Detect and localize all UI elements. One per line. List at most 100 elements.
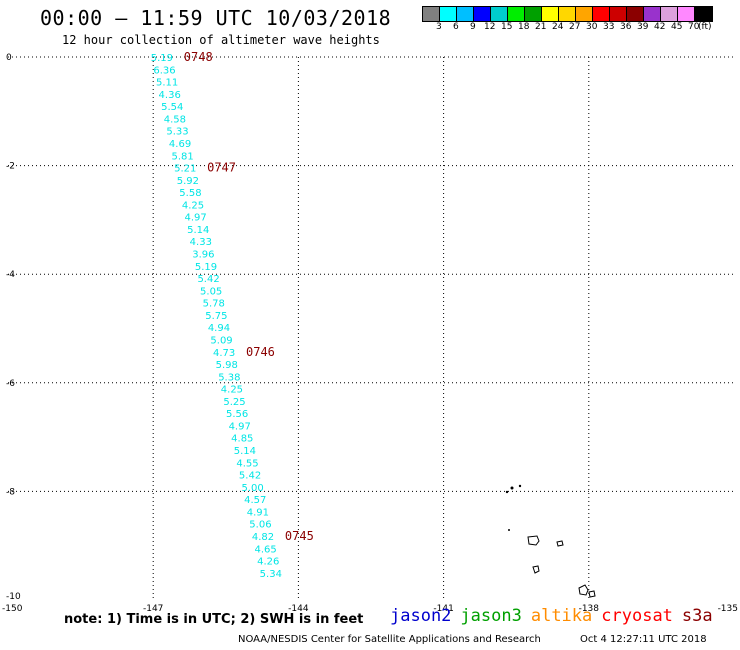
wave-height-label: 4.55	[236, 458, 258, 469]
wave-height-label: 5.25	[223, 397, 245, 408]
wave-height-label: 5.33	[166, 127, 188, 138]
lon-corner-right-label: -135	[718, 604, 738, 614]
time-labels: 0748 0747 0746 0745	[184, 50, 314, 543]
lat-tick-label: -6	[6, 379, 15, 389]
satellite-name: altika	[530, 606, 593, 626]
color-scale-label: 39	[637, 22, 649, 32]
axis-labels: 0 -2 -4 -6 -8 -10 -147 -144 -141 -138 -150 -135	[2, 53, 738, 614]
color-swatch	[440, 7, 457, 21]
lat-tick-label: -2	[6, 162, 15, 172]
color-scale-label: 9	[470, 22, 476, 32]
color-scale-label: 24	[552, 22, 564, 32]
color-swatch	[423, 7, 440, 21]
satellite-legend: jason2 jason3 altika cryosat s3a	[390, 606, 722, 626]
wave-height-label: 4.65	[254, 544, 276, 555]
wave-height-label: 4.91	[247, 507, 269, 518]
wave-height-label: 5.42	[197, 274, 219, 285]
color-scale-label: 42	[654, 22, 666, 32]
color-swatch	[610, 7, 627, 21]
wave-height-label: 4.36	[159, 90, 181, 101]
wave-height-label: 4.25	[221, 385, 243, 396]
lon-tick-label: -141	[433, 604, 453, 614]
island	[578, 584, 589, 596]
color-scale-label: 27	[569, 22, 581, 32]
footer-credit: NOAA/NESDIS Center for Satellite Applica…	[238, 634, 541, 645]
wave-height-label: 4.26	[257, 557, 279, 568]
wave-height-label: 6.36	[153, 65, 175, 76]
color-swatch	[525, 7, 542, 21]
color-swatch	[627, 7, 644, 21]
island	[510, 486, 514, 490]
color-swatch	[491, 7, 508, 21]
color-scale-label: 70	[688, 22, 700, 32]
satellite-name: cryosat	[601, 606, 673, 626]
lon-tick-label: -147	[143, 604, 163, 614]
color-scale-label: 12	[484, 22, 496, 32]
lat-tick-label: -4	[6, 270, 15, 280]
wave-height-label: 5.06	[249, 520, 271, 531]
color-scale-label: 30	[586, 22, 598, 32]
wave-height-label: 5.56	[226, 409, 248, 420]
islands	[505, 484, 596, 598]
wave-height-label: 5.54	[161, 102, 183, 113]
island	[532, 565, 540, 574]
wave-height-label: 5.38	[218, 372, 240, 383]
wave-height-label: 4.57	[244, 495, 266, 506]
satellite-name: s3a	[681, 606, 713, 626]
footer-timestamp: Oct 4 12:27:11 UTC 2018	[580, 634, 707, 645]
lon-tick-label: -138	[579, 604, 600, 614]
wave-height-label: 4.73	[213, 348, 235, 359]
time-label: 0746	[246, 345, 275, 359]
color-scale-label: 3	[436, 22, 442, 32]
island	[527, 535, 540, 546]
wave-height-label: 4.97	[229, 421, 251, 432]
wave-height-label: 5.42	[239, 471, 261, 482]
wave-height-label: 5.75	[205, 311, 227, 322]
wave-height-label: 4.94	[208, 323, 230, 334]
lat-tick-label: 0	[6, 53, 12, 63]
color-swatch	[542, 7, 559, 21]
wave-height-label: 5.11	[156, 78, 178, 89]
wave-height-label: 5.34	[260, 569, 282, 580]
color-swatch	[576, 7, 593, 21]
wave-height-label: 5.14	[187, 225, 209, 236]
wave-height-label: 5.19	[195, 262, 217, 273]
color-swatch	[644, 7, 661, 21]
color-scale-label: 15	[501, 22, 513, 32]
island	[518, 484, 522, 488]
color-swatch	[593, 7, 610, 21]
satellite-track: 5.196.365.114.365.544.585.334.695.815.21…	[151, 53, 282, 580]
wave-height-label: 5.92	[177, 176, 199, 187]
island	[556, 540, 564, 547]
color-scale-label: 36	[620, 22, 632, 32]
wave-height-label: 3.96	[192, 250, 214, 261]
lat-tick-label: -8	[6, 487, 15, 497]
color-scale-label: 6	[453, 22, 459, 32]
color-swatch	[474, 7, 491, 21]
wave-height-label: 5.00	[242, 483, 264, 494]
color-scale-unit: (ft)	[698, 22, 712, 32]
wave-height-label: 5.09	[210, 335, 232, 346]
wave-height-label: 5.21	[174, 164, 196, 175]
wave-height-label: 4.82	[252, 532, 274, 543]
wave-height-label: 5.81	[172, 151, 194, 162]
page-title: 00:00 – 11:59 UTC 10/03/2018	[40, 6, 392, 30]
lat-tick-label: -10	[6, 592, 21, 602]
wave-height-label: 5.78	[203, 299, 225, 310]
wave-height-label: 5.19	[151, 53, 173, 64]
color-scale-label: 33	[603, 22, 615, 32]
wave-height-label: 4.69	[169, 139, 191, 150]
color-swatch	[559, 7, 576, 21]
color-scale-bar	[422, 6, 713, 22]
lon-tick-label: -144	[288, 604, 309, 614]
wave-height-label: 4.33	[190, 237, 212, 248]
wave-height-label: 5.98	[216, 360, 238, 371]
island	[588, 590, 596, 598]
wave-height-label: 5.58	[179, 188, 201, 199]
wave-height-label: 4.25	[182, 200, 204, 211]
color-scale-label: 21	[535, 22, 547, 32]
island	[505, 490, 509, 494]
wave-height-label: 4.97	[184, 213, 206, 224]
satellite-name: jason2	[390, 606, 452, 626]
